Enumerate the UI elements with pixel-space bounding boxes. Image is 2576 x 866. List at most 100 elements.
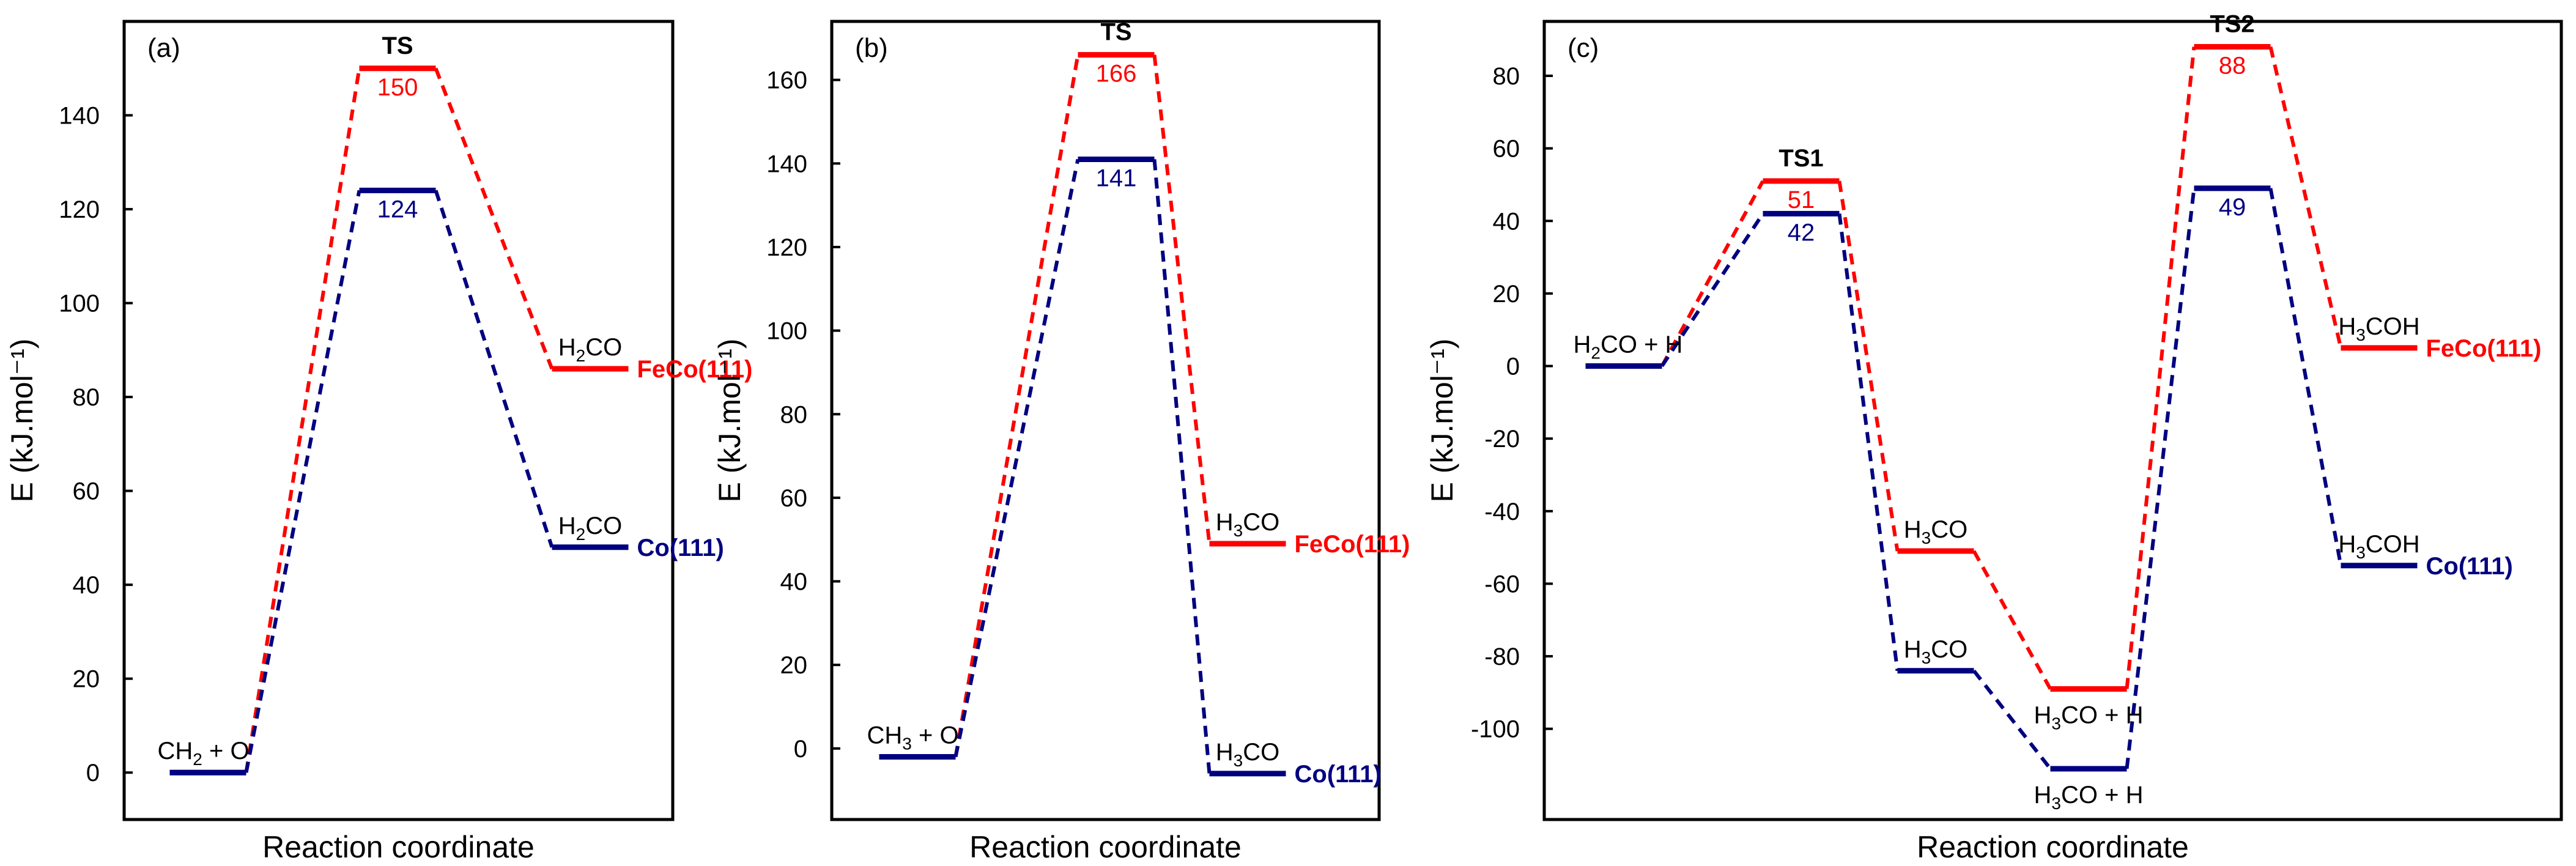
species-label-part: CO <box>1243 509 1279 536</box>
connector-line <box>953 158 1080 758</box>
species-label-part: CO <box>585 513 622 539</box>
y-tick-label: 20 <box>1493 281 1520 308</box>
x-axis-label: Reaction coordinate <box>969 830 1242 864</box>
connector-line <box>2268 188 2343 566</box>
panel-b: (b) 0 20 40 60 80 100 120 140 160 E (kJ.mol⁻¹) Reac… <box>712 19 1410 864</box>
panel-c: (c) -100 -80 -60 -40 -20 0 20 40 60 80 E (kJ.mol⁻¹)… <box>1425 11 2563 864</box>
species-label-part: CO <box>1931 636 1967 663</box>
species-label-part: CO <box>585 334 622 361</box>
species-label-part: CO + H <box>2061 782 2143 809</box>
y-tick-label: 40 <box>1493 208 1520 235</box>
species-label-part: H <box>1574 331 1591 358</box>
species-label: H3CO <box>1216 739 1279 770</box>
species-label: H3COH <box>2338 313 2419 344</box>
y-tick-label: -80 <box>1484 643 1520 670</box>
species-label-part: 2 <box>576 525 586 544</box>
species-label-part: CH <box>867 722 903 749</box>
species-label: H3CO <box>1904 636 1967 667</box>
species-label: CH2 + O <box>158 738 250 769</box>
connector-line <box>434 190 554 548</box>
species-label-part: 3 <box>1234 751 1243 770</box>
connector-line <box>1152 54 1212 544</box>
y-tick-label: 20 <box>780 652 808 679</box>
y-tick-label: -100 <box>1471 716 1520 743</box>
species-label-part: CO + H <box>2061 701 2143 728</box>
x-axis-label: Reaction coordinate <box>1917 830 2189 864</box>
y-tick-label: 160 <box>766 67 807 94</box>
y-tick-label: 0 <box>794 736 807 763</box>
species-label: H3CO + H <box>2034 782 2144 813</box>
connector-line <box>1152 159 1212 774</box>
plot-frame <box>1542 20 2563 821</box>
surface-label: FeCo(111) <box>2426 335 2542 362</box>
species-label-part: 3 <box>2051 794 2061 813</box>
transition-state-label: TS2 <box>2210 11 2254 38</box>
ts-value-label: 150 <box>377 74 418 101</box>
species-label-part: CO <box>1243 739 1279 766</box>
panel-label: (a) <box>147 33 180 63</box>
species-label-part: + O <box>202 738 250 764</box>
series-feco111: 51 88 FeCo(111) <box>1585 44 2542 692</box>
species-label-part: 3 <box>1234 521 1243 540</box>
species-label: H3CO <box>1216 509 1279 540</box>
species-label-part: CO <box>1931 516 1967 543</box>
species-label: CH3 + O <box>867 722 959 753</box>
connector-line <box>434 67 554 370</box>
species-label-part: H <box>558 334 576 361</box>
species-label-part: H <box>1216 739 1234 766</box>
species-label-part: COH <box>2366 313 2420 340</box>
surface-label: FeCo(111) <box>637 356 753 383</box>
ts-value-label: 141 <box>1096 165 1137 191</box>
species-label-part: H <box>2338 531 2356 558</box>
connector-line <box>2125 188 2196 769</box>
y-axis-label: E (kJ.mol⁻¹) <box>5 338 39 502</box>
y-tick-label: 40 <box>780 569 808 596</box>
ts-value-label: 124 <box>377 196 418 223</box>
panel-a: (a) 0 20 40 60 80 100 120 140 E (kJ.mol⁻¹) Reactio… <box>5 20 753 864</box>
species-label-part: 3 <box>1922 648 1931 667</box>
species-label-part: H <box>2034 782 2052 809</box>
plot-frame <box>830 20 1381 821</box>
connector-line <box>1660 180 1765 367</box>
connector-line <box>1660 212 1765 368</box>
species-label-part: H <box>1904 636 1922 663</box>
x-axis-label: Reaction coordinate <box>262 830 535 864</box>
y-tick-label: 60 <box>73 478 100 505</box>
species-label-part: 2 <box>193 750 202 769</box>
connector-line <box>244 68 361 773</box>
species-label: H2CO + H <box>1574 331 1683 363</box>
species-label-part: 3 <box>2356 325 2366 344</box>
species-label-part: H <box>1216 509 1234 536</box>
y-axis-label: E (kJ.mol⁻¹) <box>1425 338 1459 502</box>
y-tick-label: -20 <box>1484 426 1520 453</box>
species-label: H2CO <box>558 334 622 365</box>
y-tick-label: 80 <box>1493 63 1520 90</box>
y-tick-label: 120 <box>59 196 100 223</box>
connector-line <box>953 54 1080 758</box>
y-tick-label: -40 <box>1484 498 1520 525</box>
species-label: H3CO + H <box>2034 701 2144 733</box>
species-label: H2CO <box>558 513 622 544</box>
ts-value-label: 88 <box>2219 53 2246 80</box>
surface-label: Co(111) <box>637 535 724 561</box>
y-tick-label: 140 <box>59 103 100 130</box>
species-label-part: 2 <box>1591 344 1601 363</box>
connector-line <box>2125 46 2196 689</box>
species-label-part: CO + H <box>1601 331 1682 358</box>
species-label-part: COH <box>2366 531 2420 558</box>
ts-value-label: 49 <box>2219 194 2246 221</box>
transition-state-label: TS1 <box>1778 145 1823 172</box>
y-tick-label: 60 <box>1493 136 1520 163</box>
species-label-part: 3 <box>1922 528 1931 547</box>
connector-line <box>1972 550 2052 690</box>
species-label-part: 3 <box>2356 543 2366 562</box>
panel-label: (b) <box>855 33 888 63</box>
connector-line <box>1837 213 1900 672</box>
transition-state-label: TS <box>382 32 413 59</box>
connector-line <box>244 190 361 773</box>
y-tick-label: 40 <box>73 572 100 599</box>
species-label-part: H <box>1904 516 1922 543</box>
y-tick-label: 80 <box>780 401 808 428</box>
y-tick-label: 20 <box>73 666 100 693</box>
y-tick-label: 100 <box>766 318 807 345</box>
